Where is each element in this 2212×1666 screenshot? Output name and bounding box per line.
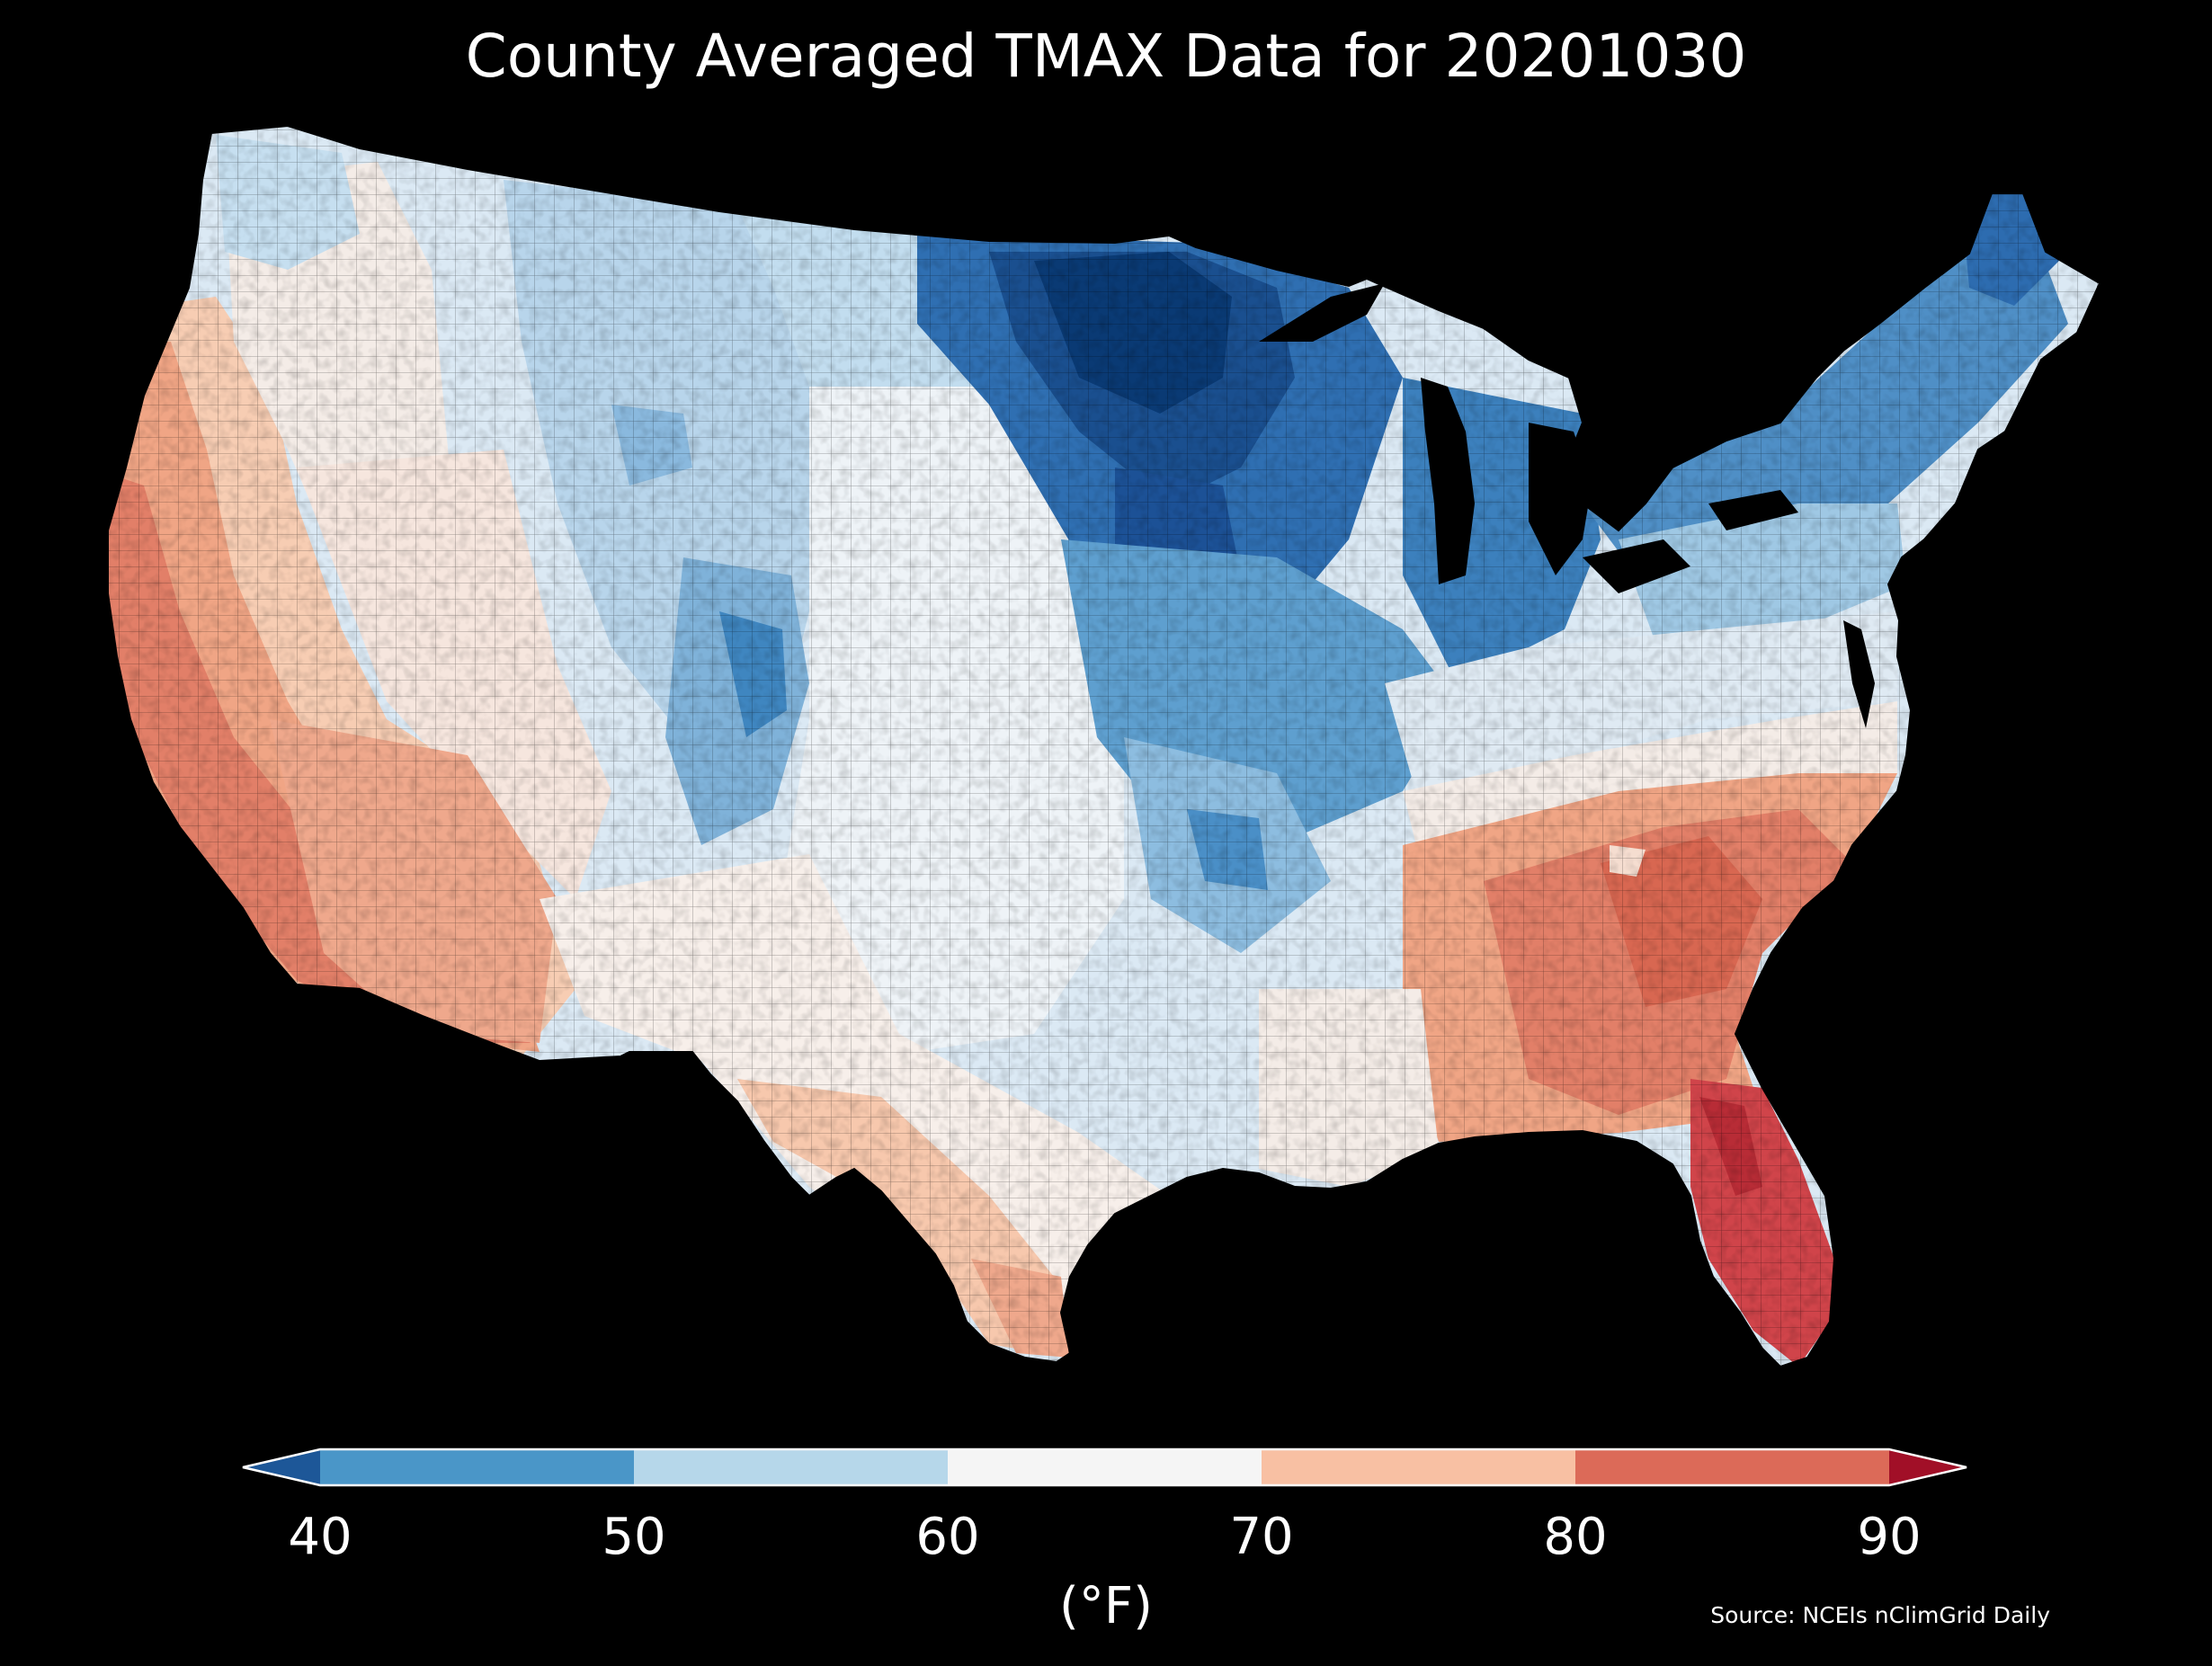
colorbar-bin-80-90 [1575,1449,1889,1485]
lake-michigan [1421,378,1475,584]
source-credit: Source: NCEIs nClimGrid Daily [1710,1602,2050,1628]
map-title: County Averaged TMAX Data for 20201030 [465,22,1747,91]
colorbar-tick-40: 40 [288,1508,352,1566]
colorbar-tick-50: 50 [602,1508,666,1566]
colorbar-outline [242,1448,1967,1487]
colorbar-tick-90: 90 [1857,1508,1922,1566]
colorbar-bin-40-50 [320,1449,634,1485]
colorbar-extend-under [243,1449,320,1485]
colorbar-tick-70: 70 [1229,1508,1294,1566]
colorbar-tick-80: 80 [1543,1508,1608,1566]
colorbar-extend-over [1889,1449,1967,1485]
colorbar-bin-50-60 [634,1449,948,1485]
lake-huron [1529,423,1592,575]
colorbar-bin-60-70 [948,1449,1262,1485]
lake-ontario [1708,490,1798,530]
lake-erie [1583,539,1690,593]
colorbar-bin-70-80 [1262,1449,1575,1485]
colorbar-unit-label: (°F) [1059,1577,1153,1635]
colorbar-tick-60: 60 [915,1508,980,1566]
lake-superior [1259,283,1385,342]
chesapeake-bay [1843,620,1875,728]
